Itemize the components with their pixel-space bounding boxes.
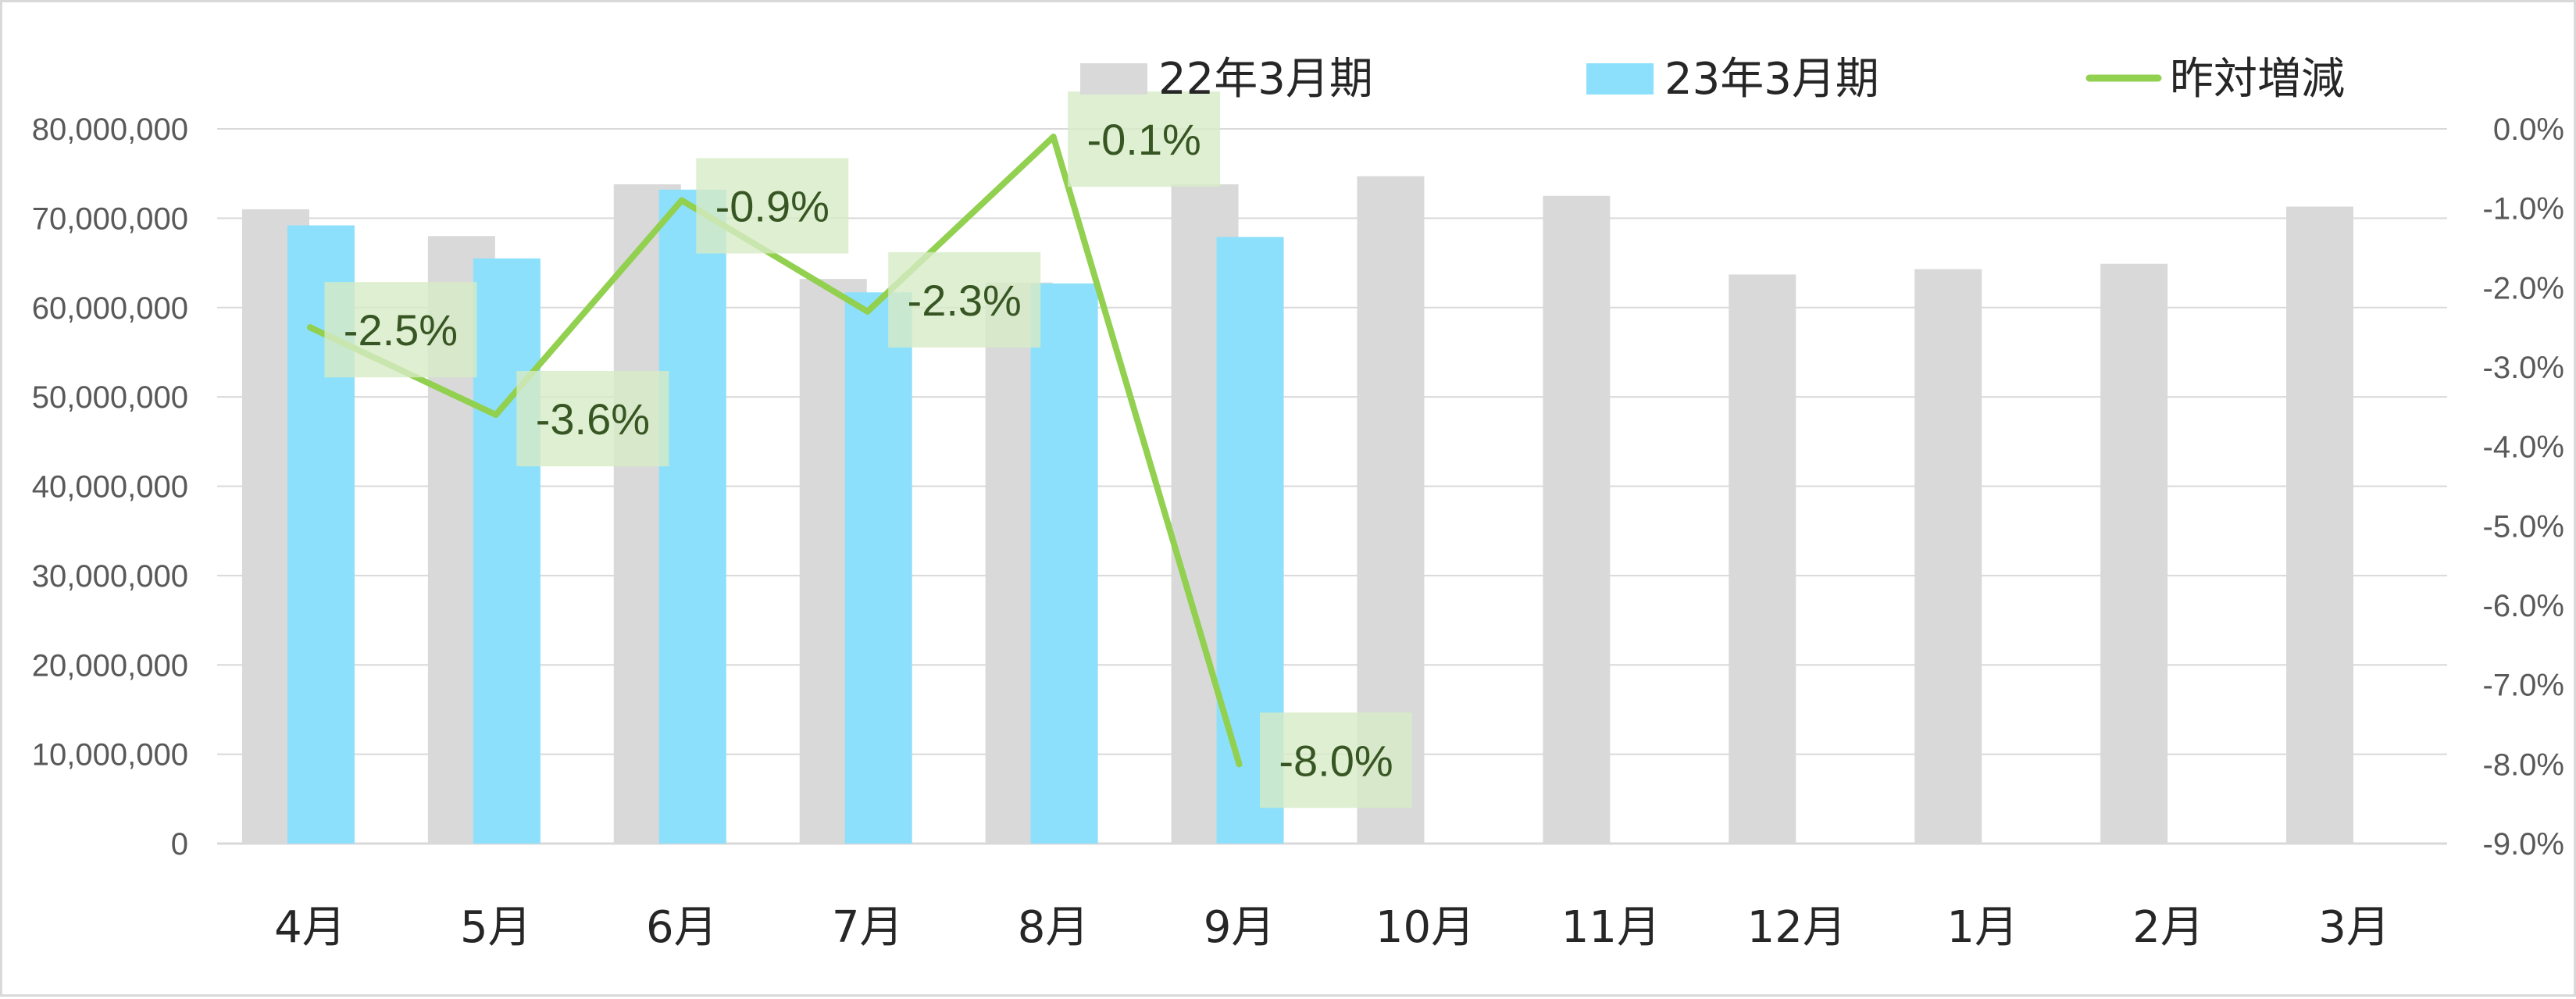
yoy-point: [1050, 134, 1057, 141]
data-label-box: [324, 282, 477, 378]
y-left-tick-label: 20,000,000: [32, 648, 188, 683]
data-label: -3.6%: [536, 394, 650, 444]
legend-swatch: [1586, 63, 1654, 95]
yoy-line: [306, 134, 1243, 768]
data-label-box: [696, 158, 849, 254]
data-label: -8.0%: [1279, 736, 1393, 785]
bar-22-8: [1543, 195, 1611, 844]
x-axis: 4月 5月 6月 7月 8月 9月 10月 11月 12月 1月 2月 3月: [274, 902, 2390, 953]
x-tick-label: 1月: [1946, 902, 2018, 953]
legend-item-22: 22年3月期: [1080, 54, 1373, 105]
bar-23-5: [1030, 283, 1098, 844]
data-label-box: [1260, 712, 1413, 808]
data-label-box: [516, 371, 669, 466]
y-right-tick-label: -2.0%: [2483, 271, 2565, 305]
data-label: -2.5%: [344, 305, 458, 355]
right-axis: 0.0% -1.0% -2.0% -3.0% -4.0% -5.0% -6.0% -7.0% -…: [2483, 112, 2565, 862]
legend-item-23: 23年3月期: [1586, 54, 1879, 105]
y-left-tick-label: 70,000,000: [32, 202, 188, 236]
legend-label: 昨対増減: [2170, 54, 2345, 105]
y-right-tick-label: -3.0%: [2483, 351, 2565, 385]
data-label: -2.3%: [908, 276, 1022, 325]
y-left-tick-label: 60,000,000: [32, 291, 188, 326]
legend-item-yoy: 昨対増減: [2085, 54, 2345, 105]
y-right-tick-label: -7.0%: [2483, 669, 2565, 703]
yoy-point: [1236, 761, 1243, 768]
data-label-box: [1068, 91, 1221, 187]
x-tick-label: 2月: [2132, 902, 2204, 953]
bar-22-10: [1914, 269, 1982, 844]
y-left-tick-label: 40,000,000: [32, 470, 188, 505]
bar-23-4: [844, 292, 912, 844]
y-right-tick-label: -1.0%: [2483, 192, 2565, 227]
yoy-point: [306, 324, 313, 331]
x-tick-label: 5月: [460, 902, 532, 953]
y-left-tick-label: 30,000,000: [32, 559, 188, 594]
yoy-point: [864, 308, 871, 315]
data-label-box: [888, 252, 1041, 348]
legend-label: 23年3月期: [1664, 54, 1879, 105]
y-right-tick-label: -4.0%: [2483, 430, 2565, 465]
y-right-tick-label: -8.0%: [2483, 747, 2565, 782]
x-tick-label: 10月: [1375, 902, 1475, 953]
y-left-tick-label: 0: [171, 827, 188, 862]
legend: 22年3月期 23年3月期 昨対増減: [1080, 54, 2345, 105]
x-tick-label: 3月: [2318, 902, 2390, 953]
x-tick-label: 7月: [832, 902, 904, 953]
legend-label: 22年3月期: [1158, 54, 1373, 105]
y-right-tick-label: -6.0%: [2483, 589, 2565, 623]
y-right-tick-label: 0.0%: [2493, 112, 2564, 147]
data-label: -0.9%: [715, 182, 830, 231]
bar-23-3: [658, 189, 726, 844]
data-labels: -2.5% -3.6% -0.9% -2.3% -0.1% -8.0%: [324, 91, 1413, 808]
yoy-point: [678, 197, 685, 204]
y-left-tick-label: 80,000,000: [32, 112, 188, 147]
data-label: -0.1%: [1086, 115, 1201, 164]
yoy-line-path: [306, 134, 1243, 768]
bar-22-9: [1729, 274, 1796, 844]
bar-22-11: [2100, 263, 2168, 844]
x-tick-label: 4月: [274, 902, 346, 953]
x-tick-label: 11月: [1561, 902, 1661, 953]
y-right-tick-label: -5.0%: [2483, 509, 2565, 544]
y-left-tick-label: 50,000,000: [32, 380, 188, 415]
y-right-tick-label: -9.0%: [2483, 827, 2565, 862]
yoy-point: [492, 412, 499, 418]
x-tick-label: 8月: [1018, 902, 1090, 953]
x-tick-label: 9月: [1204, 902, 1276, 953]
bar-23-2: [473, 258, 541, 844]
legend-swatch: [1080, 63, 1147, 95]
x-tick-label: 12月: [1747, 902, 1846, 953]
left-axis: 0 10,000,000 20,000,000 30,000,000 40,000,00…: [32, 112, 188, 862]
bar-22-12: [2286, 206, 2354, 844]
y-left-tick-label: 10,000,000: [32, 738, 188, 772]
x-tick-label: 6月: [646, 902, 718, 953]
